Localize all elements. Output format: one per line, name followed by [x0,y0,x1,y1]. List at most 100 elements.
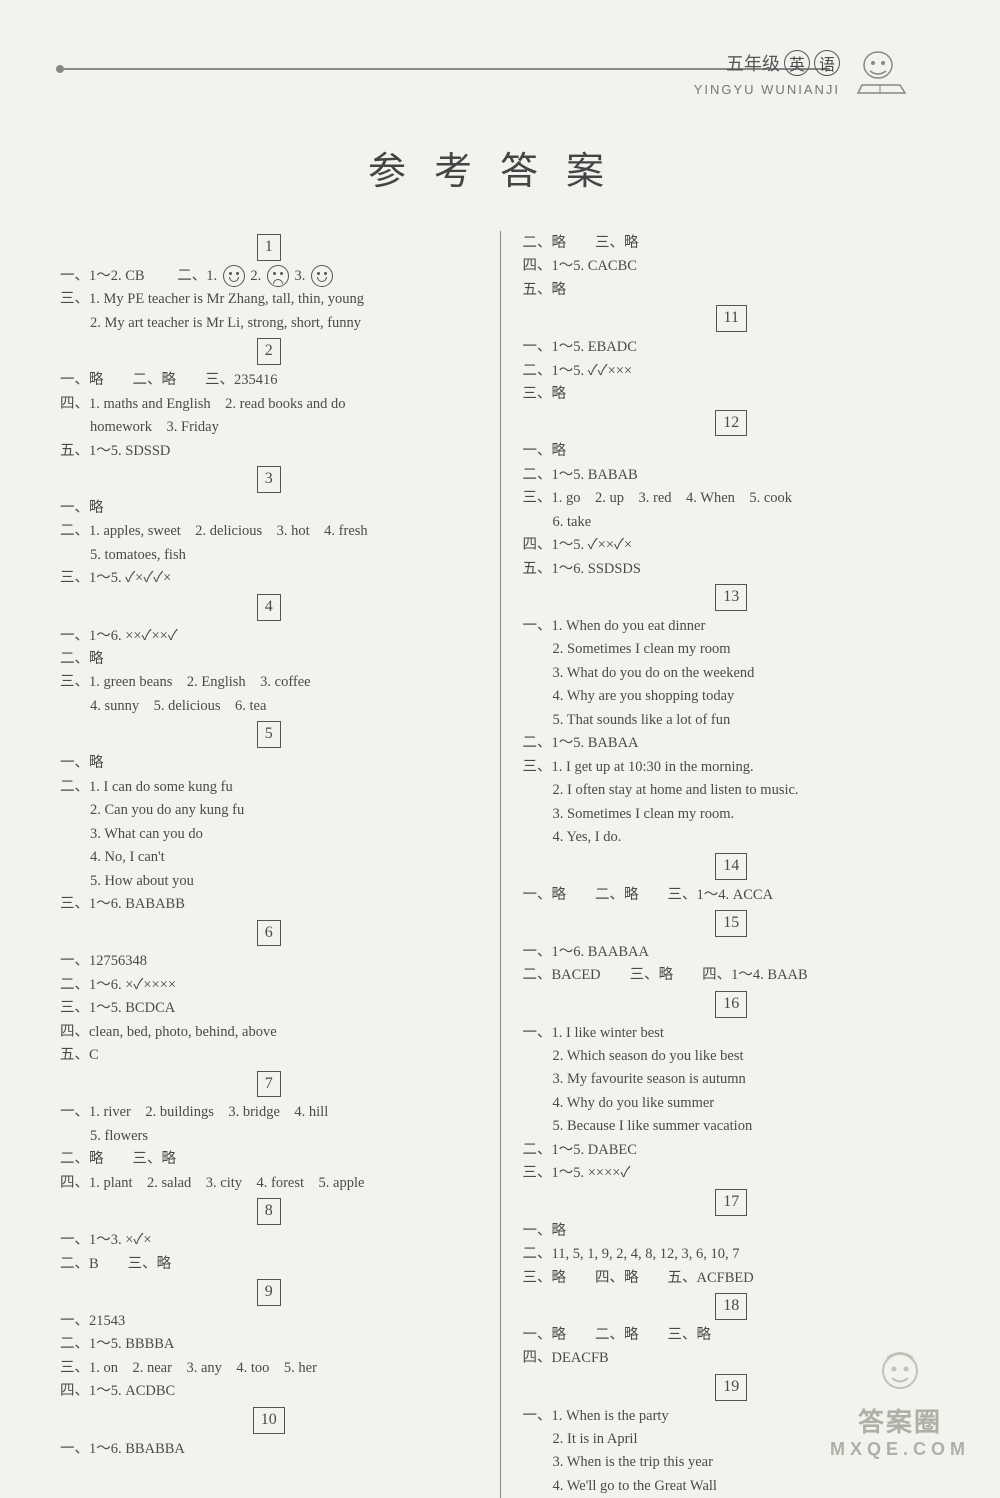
answer-line: 四、clean, bed, photo, behind, above [60,1021,478,1043]
answer-line: 四、1. maths and English 2. read books and… [60,393,478,415]
section-5: 5 [257,721,281,748]
section-16: 16 [715,991,747,1018]
answer-line: 2. Which season do you like best [523,1045,941,1067]
circled-char-2: 语 [814,50,840,76]
answer-line: 二、1～6. ×✓×××× [60,974,478,996]
answer-line: 5. tomatoes, fish [60,544,478,566]
section-11: 11 [716,305,747,332]
left-column: 1 一、1～2. CB 二、1. 2. 3. 三、1. My PE teache… [60,231,500,1498]
answer-line: 二、略 三、略 [523,232,941,254]
section-8: 8 [257,1198,281,1225]
answer-line: 三、1～5. ✓×✓✓× [60,567,478,589]
answer-line: 一、21543 [60,1310,478,1332]
section-9: 9 [257,1279,281,1306]
answer-line: 二、1. I can do some kung fu [60,776,478,798]
answer-line: 一、1～6. BBABBA [60,1438,478,1460]
answer-line: 一、略 二、略 三、1～4. ACCA [523,884,941,906]
answer-line: 三、略 四、略 五、ACFBED [523,1267,941,1289]
answer-line: 四、1. plant 2. salad 3. city 4. forest 5.… [60,1172,478,1194]
section-6: 6 [257,920,281,947]
answer-line: 4. Yes, I do. [523,826,941,848]
answer-line: 4. Why do you like summer [523,1092,941,1114]
answer-line: 二、略 三、略 [60,1148,478,1170]
watermark: 答案圈 MXQE.COM [830,1343,970,1460]
answer-line: 三、1. green beans 2. English 3. coffee [60,671,478,693]
answer-line: 四、1～5. ✓××✓× [523,534,941,556]
answer-line: 三、略 [523,383,941,405]
answer-line: 一、略 [60,497,478,519]
section-3: 3 [257,466,281,493]
answer-line: 一、1. When do you eat dinner [523,615,941,637]
answer-line: 2. My art teacher is Mr Li, strong, shor… [60,312,478,334]
answer-line: 二、略 [60,648,478,670]
answer-line: 一、略 二、略 三、235416 [60,369,478,391]
answer-line: 3. What do you do on the weekend [523,662,941,684]
section-18: 18 [715,1293,747,1320]
answer-line: 4. sunny 5. delicious 6. tea [60,695,478,717]
answer-line: 2. I often stay at home and listen to mu… [523,779,941,801]
section-12: 12 [715,410,747,437]
answer-line: 5. How about you [60,870,478,892]
answer-line: 五、略 [523,279,941,301]
answer-line: 五、1～5. SDSSD [60,440,478,462]
section-10: 10 [253,1407,285,1434]
header-rule [60,68,830,70]
answer-line: 5. That sounds like a lot of fun [523,709,941,731]
answer-line: 二、1～5. BABAA [523,732,941,754]
section-2: 2 [257,338,281,365]
section-7: 7 [257,1071,281,1098]
circled-char-1: 英 [784,50,810,76]
answer-line: 一、略 [523,1220,941,1242]
answer-line: 2. Sometimes I clean my room [523,638,941,660]
answer-line: 二、1～5. BABAB [523,464,941,486]
section-17: 17 [715,1189,747,1216]
section-13: 13 [715,584,747,611]
answer-line: 三、1～6. BABABB [60,893,478,915]
answer-line: 三、1. go 2. up 3. red 4. When 5. cook [523,487,941,509]
answer-line: 一、12756348 [60,950,478,972]
answer-line: 一、1～3. ×✓× [60,1229,478,1251]
sad-icon [267,265,289,287]
answer-line: 四、1～5. ACDBC [60,1380,478,1402]
answer-line: 4. No, I can't [60,846,478,868]
answer-line: 4. Why are you shopping today [523,685,941,707]
answer-line: 3. My favourite season is autumn [523,1068,941,1090]
answer-line: 一、1～6. BAABAA [523,941,941,963]
page: 五年级 英 语 YINGYU WUNIANJI 参考答案 1 一、1～2. CB… [0,0,1000,1480]
answer-line: homework 3. Friday [60,416,478,438]
section-1: 1 [257,234,281,261]
content-columns: 1 一、1～2. CB 二、1. 2. 3. 三、1. My PE teache… [60,231,940,1498]
answer-line: 二、1～5. DABEC [523,1139,941,1161]
answer-line: 5. Because I like summer vacation [523,1115,941,1137]
watermark-url: MXQE.COM [830,1439,970,1460]
answer-line: 三、1～5. BCDCA [60,997,478,1019]
answer-line: 三、1. My PE teacher is Mr Zhang, tall, th… [60,288,478,310]
answer-line: 3. What can you do [60,823,478,845]
answer-line: 6. take [523,511,941,533]
section-4: 4 [257,594,281,621]
answer-line: 一、1～2. CB 二、1. 2. 3. [60,265,478,288]
right-column: 二、略 三、略 四、1～5. CACBC 五、略 11 一、1～5. EBADC… [500,231,941,1498]
section-19: 19 [715,1374,747,1401]
watermark-mascot-icon [875,1343,925,1393]
section-14: 14 [715,853,747,880]
answer-line: 二、B 三、略 [60,1253,478,1275]
answer-line: 2. Can you do any kung fu [60,799,478,821]
header: 五年级 英 语 YINGYU WUNIANJI [60,30,940,110]
answer-line: 二、11, 5, 1, 9, 2, 4, 8, 12, 3, 6, 10, 7 [523,1243,941,1265]
answer-line: 三、1. on 2. near 3. any 4. too 5. her [60,1357,478,1379]
answer-line: 一、1～6. ××✓××✓ [60,625,478,647]
answer-line: 二、1～5. ✓✓××× [523,360,941,382]
answer-line: 二、1～5. BBBBA [60,1333,478,1355]
mascot-icon [850,45,910,95]
answer-line: 四、1～5. CACBC [523,255,941,277]
answer-line: 3. Sometimes I clean my room. [523,803,941,825]
answer-line: 三、1. I get up at 10:30 in the morning. [523,756,941,778]
smile-icon [311,265,333,287]
page-title: 参考答案 [60,140,940,195]
answer-line: 一、1. I like winter best [523,1022,941,1044]
answer-line: 一、1～5. EBADC [523,336,941,358]
grade-label: 五年级 英 语 [726,50,840,76]
answer-line: 一、1. river 2. buildings 3. bridge 4. hil… [60,1101,478,1123]
answer-line: 五、C [60,1044,478,1066]
